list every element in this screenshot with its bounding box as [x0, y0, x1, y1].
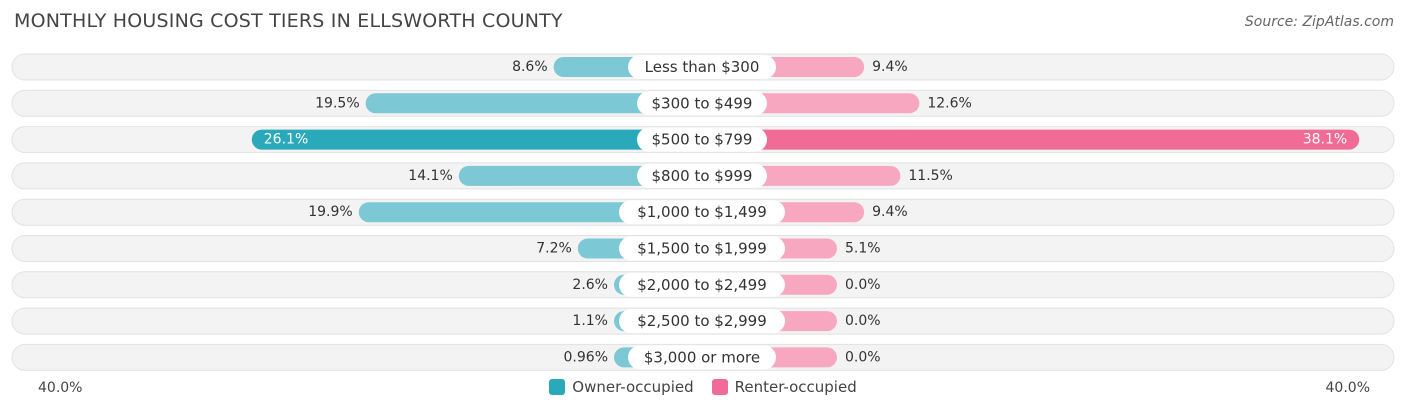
category-pill [619, 272, 785, 297]
renter-value-label: 5.1% [845, 241, 881, 257]
chart-title: MONTHLY HOUSING COST TIERS IN ELLSWORTH … [14, 10, 563, 32]
renter-value-label: 0.0% [845, 313, 881, 329]
category-pill [637, 127, 767, 152]
renter-value-label: 12.6% [927, 95, 971, 111]
category-pill [637, 91, 767, 116]
category-label: $1,000 to $1,499 [637, 203, 767, 221]
legend-item-owner[interactable]: Owner-occupied [549, 378, 694, 396]
renter-value-label: 0.0% [845, 277, 881, 293]
category-label: $2,000 to $2,499 [637, 276, 767, 294]
category-label: $300 to $499 [652, 94, 753, 112]
legend-item-renter[interactable]: Renter-occupied [711, 378, 857, 396]
owner-value-label: 8.6% [512, 59, 548, 75]
category-pill [637, 163, 767, 188]
owner-value-label: 19.5% [315, 95, 359, 111]
owner-value-label: 19.9% [308, 204, 352, 220]
category-pill [619, 309, 785, 334]
axis-right-label: 40.0% [1325, 380, 1370, 396]
axis-left-label: 40.0% [38, 380, 83, 396]
legend-swatch-owner [549, 379, 566, 395]
owner-bar [365, 93, 702, 114]
category-label: $800 to $999 [652, 167, 753, 185]
owner-value-label: 2.6% [572, 277, 608, 293]
renter-value-label: 9.4% [872, 59, 908, 75]
owner-value-label: 14.1% [408, 168, 452, 184]
renter-value-label: 9.4% [872, 204, 908, 220]
category-pill [628, 55, 776, 79]
category-label: Less than $300 [645, 58, 760, 76]
legend-swatch-renter [711, 379, 728, 395]
owner-value-label: 0.96% [564, 349, 608, 365]
owner-value-label: 7.2% [536, 241, 572, 257]
renter-bar [702, 129, 1360, 150]
renter-value-label: 38.1% [1303, 132, 1347, 148]
owner-value-label: 26.1% [264, 132, 308, 148]
source-note: Source: ZipAtlas.com [1244, 14, 1394, 30]
renter-value-label: 0.0% [845, 349, 881, 365]
category-pill [628, 345, 776, 370]
category-label: $2,500 to $2,999 [637, 312, 767, 330]
owner-bar [251, 129, 702, 150]
owner-value-label: 1.1% [572, 313, 608, 329]
category-label: $1,500 to $1,999 [637, 240, 767, 258]
renter-value-label: 11.5% [908, 168, 952, 184]
category-pill [619, 236, 785, 261]
owner-bar [358, 202, 702, 223]
legend-label-owner: Owner-occupied [572, 378, 694, 396]
category-label: $3,000 or more [644, 348, 760, 366]
category-label: $500 to $799 [652, 131, 753, 149]
legend: Owner-occupied Renter-occupied [0, 378, 1406, 396]
category-pill [619, 200, 785, 225]
legend-label-renter: Renter-occupied [734, 378, 857, 396]
